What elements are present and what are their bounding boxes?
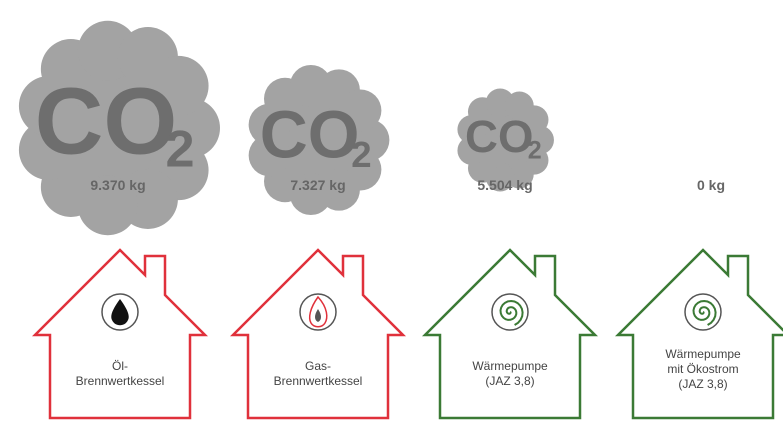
house <box>425 250 595 418</box>
house-label: Brennwertkessel <box>76 374 165 388</box>
co2-text: CO <box>465 111 533 162</box>
house <box>618 250 783 418</box>
amount: 0 kg <box>697 177 725 193</box>
house <box>35 250 205 418</box>
amount: 9.370 kg <box>90 177 145 193</box>
co2-text: CO <box>35 68 178 174</box>
house-label: (JAZ 3,8) <box>485 374 534 388</box>
infographic: CO29.370 kgÖl-BrennwertkesselCO27.327 kg… <box>0 0 783 428</box>
house-label: mit Ökostrom <box>667 362 738 376</box>
co2-subscript: 2 <box>165 121 194 179</box>
house-label: Wärmepumpe <box>665 347 741 361</box>
house-label: Brennwertkessel <box>274 374 363 388</box>
co2-subscript: 2 <box>528 136 542 164</box>
co2-text: CO <box>260 99 360 173</box>
house <box>233 250 403 418</box>
house-label: Wärmepumpe <box>472 359 548 373</box>
house-label: Gas- <box>305 359 331 373</box>
amount: 7.327 kg <box>290 177 345 193</box>
house-label: (JAZ 3,8) <box>678 377 727 391</box>
amount: 5.504 kg <box>477 177 532 193</box>
house-label: Öl- <box>112 359 128 373</box>
co2-subscript: 2 <box>351 134 371 175</box>
